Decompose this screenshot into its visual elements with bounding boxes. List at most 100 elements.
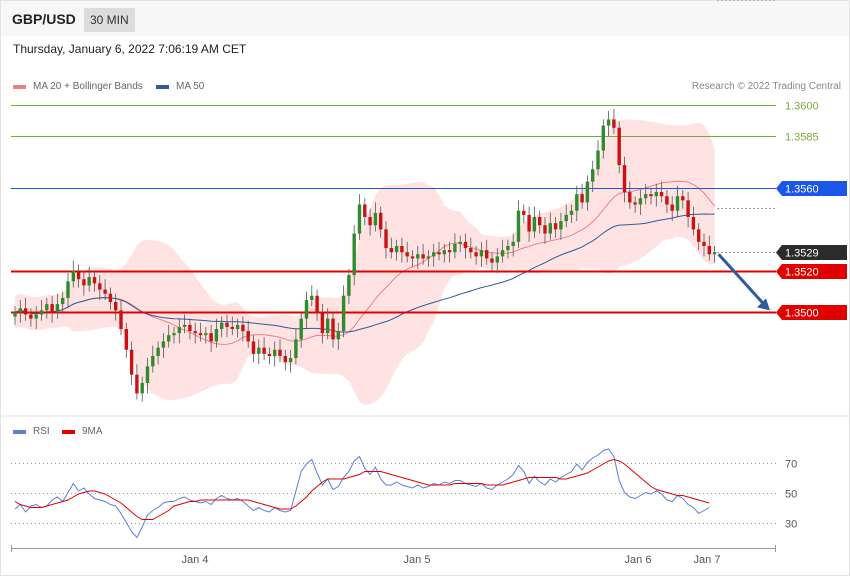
candle-body bbox=[654, 192, 658, 197]
level-label-1.3560: 1.3560 bbox=[785, 184, 819, 196]
candle-body bbox=[71, 270, 75, 282]
candle-body bbox=[29, 314, 33, 319]
legend-9ma: 9MA bbox=[62, 426, 103, 437]
candle-body bbox=[628, 192, 632, 203]
candle-body bbox=[559, 221, 563, 230]
candle-body bbox=[310, 295, 314, 300]
candle-body bbox=[34, 314, 38, 319]
level-label-1.3500: 1.3500 bbox=[785, 308, 819, 320]
forecast-arrow-head bbox=[757, 298, 770, 311]
candle-body bbox=[543, 225, 547, 234]
candle-body bbox=[686, 200, 690, 217]
candle-body bbox=[410, 256, 415, 259]
candle-body bbox=[469, 248, 473, 253]
candle-body bbox=[66, 281, 70, 298]
candle-body bbox=[204, 333, 208, 336]
ma50-line bbox=[14, 213, 715, 333]
candle-body bbox=[485, 250, 489, 259]
candle-body bbox=[267, 353, 272, 356]
candle-body bbox=[585, 181, 590, 203]
level-label-1.3600: 1.3600 bbox=[785, 101, 819, 113]
copyright: Research © 2022 Trading Central bbox=[691, 81, 841, 92]
candle-body bbox=[474, 252, 478, 257]
candle-body bbox=[151, 355, 155, 367]
candle-body bbox=[336, 331, 340, 340]
candle-body bbox=[241, 324, 245, 332]
candle-body bbox=[145, 366, 150, 383]
candle-body bbox=[331, 318, 335, 340]
candle-body bbox=[617, 127, 621, 166]
legend-ma50-label: MA 50 bbox=[176, 81, 205, 92]
candle-body bbox=[140, 382, 144, 394]
candle-body bbox=[596, 150, 600, 170]
candle-body bbox=[553, 223, 558, 230]
candle-body bbox=[697, 229, 701, 242]
candle-body bbox=[495, 256, 499, 263]
candle-body bbox=[230, 326, 234, 329]
candle-body bbox=[198, 333, 203, 336]
candle-body bbox=[532, 216, 537, 232]
candle-body bbox=[675, 196, 680, 211]
candle-body bbox=[394, 246, 399, 253]
candle-body bbox=[569, 210, 574, 215]
legend-ma20-label: MA 20 + Bollinger Bands bbox=[33, 81, 143, 92]
candle-body bbox=[299, 318, 303, 340]
level-label-bg-1.3520 bbox=[776, 264, 847, 279]
interval-button[interactable]: 30 MIN bbox=[84, 8, 135, 32]
candle-body bbox=[649, 194, 653, 197]
level-label-bg-1.3529 bbox=[776, 245, 847, 260]
candle-body bbox=[516, 210, 521, 242]
candle-body bbox=[288, 358, 293, 363]
candle-body bbox=[61, 297, 65, 305]
candle-body bbox=[580, 194, 584, 203]
candle-body bbox=[437, 252, 441, 255]
candle-body bbox=[76, 270, 81, 280]
candle-body bbox=[172, 333, 176, 336]
symbol-title: GBP/USD bbox=[12, 11, 76, 27]
legend-ma50: MA 50 bbox=[156, 81, 204, 92]
candle-body bbox=[373, 212, 378, 226]
x-tick-label: Jan 4 bbox=[182, 554, 209, 566]
candle-body bbox=[458, 241, 462, 244]
candle-body bbox=[129, 349, 134, 375]
candle-body bbox=[691, 216, 696, 230]
candle-body bbox=[681, 196, 685, 201]
candle-body bbox=[368, 216, 372, 226]
candle-body bbox=[177, 326, 181, 334]
candle-body bbox=[119, 310, 123, 329]
candle-body bbox=[18, 308, 22, 313]
candle-body bbox=[522, 210, 526, 215]
candle-body bbox=[384, 229, 388, 249]
candle-body bbox=[347, 275, 351, 296]
candle-body bbox=[644, 194, 648, 199]
bollinger-bands bbox=[15, 119, 715, 406]
candle-body bbox=[447, 250, 452, 253]
candle-body bbox=[665, 196, 669, 205]
candle-body bbox=[538, 216, 542, 226]
legend-rsi-label: RSI bbox=[33, 426, 50, 437]
candle-body bbox=[273, 349, 277, 356]
candle-body bbox=[108, 293, 113, 303]
candle-body bbox=[161, 341, 166, 348]
candle-body bbox=[262, 347, 266, 354]
candle-body bbox=[601, 125, 605, 151]
candle-body bbox=[479, 250, 484, 257]
rsi-level-label-30: 30 bbox=[785, 519, 797, 531]
candle-body bbox=[400, 246, 404, 253]
candle-body bbox=[98, 283, 102, 290]
rsi-ma-line bbox=[14, 458, 710, 520]
candle-body bbox=[235, 324, 240, 329]
candle-body bbox=[214, 329, 219, 342]
legend-9ma-label: 9MA bbox=[82, 426, 103, 437]
candle-body bbox=[87, 277, 91, 286]
level-label-1.3520: 1.3520 bbox=[785, 267, 819, 279]
candle-body bbox=[442, 250, 446, 255]
timestamp: Thursday, January 6, 2022 7:06:19 AM CET bbox=[13, 42, 247, 56]
candle-body bbox=[167, 335, 171, 342]
candle-body bbox=[379, 212, 383, 230]
candle-body bbox=[304, 299, 309, 319]
candle-body bbox=[45, 304, 49, 311]
candle-body bbox=[670, 204, 674, 211]
x-tick-label: Jan 5 bbox=[404, 554, 431, 566]
candle-body bbox=[55, 304, 60, 313]
